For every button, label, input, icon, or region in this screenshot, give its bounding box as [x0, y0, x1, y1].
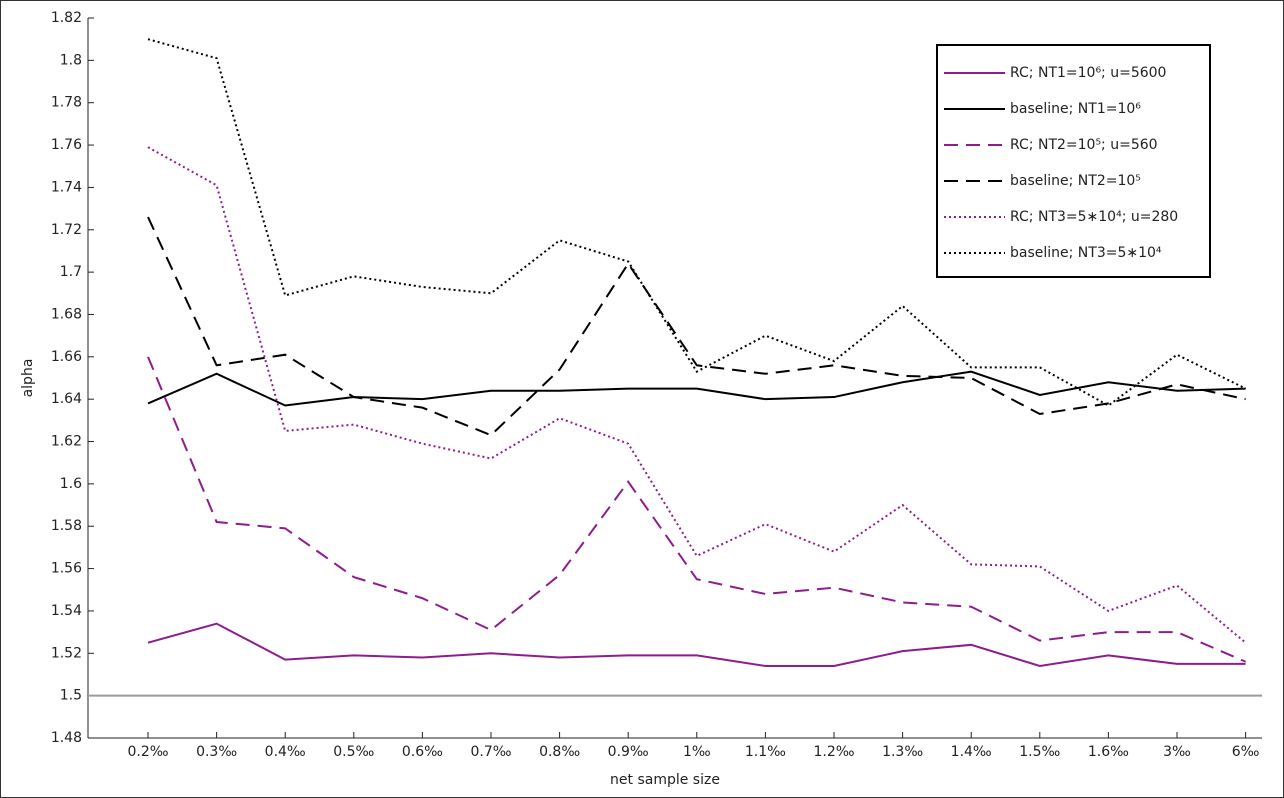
y-tick-label: 1.82	[51, 10, 82, 26]
y-axis-label: alpha	[20, 359, 36, 398]
x-axis-label: net sample size	[610, 772, 720, 788]
y-tick-label: 1.5	[60, 688, 82, 704]
y-tick-label: 1.72	[51, 222, 82, 238]
y-tick-label: 1.58	[51, 518, 82, 534]
y-tick-label: 1.56	[51, 561, 82, 577]
y-tick-label: 1.48	[51, 730, 82, 746]
y-tick-label: 1.78	[51, 95, 82, 111]
legend-label: baseline; NT3=5∗10⁴	[1010, 245, 1162, 261]
legend: RC; NT1=10⁶; u=5600 baseline; NT1=10⁶ RC; …	[936, 44, 1211, 278]
y-tick-label: 1.62	[51, 434, 82, 450]
y-tick-label: 1.52	[51, 645, 82, 661]
y-tick-label: 1.64	[51, 391, 82, 407]
y-tick-label: 1.66	[51, 349, 82, 365]
legend-label: RC; NT3=5∗10⁴; u=280	[1010, 209, 1178, 225]
x-tick-label: 0.3‰	[196, 744, 237, 760]
legend-label: baseline; NT1=10⁶	[1010, 101, 1141, 117]
y-tick-label: 1.74	[51, 179, 82, 195]
x-tick-label: 1‰	[683, 744, 711, 760]
data-line	[147, 38, 1247, 407]
legend-label: RC; NT2=10⁵; u=560	[1010, 137, 1158, 153]
data-line	[147, 370, 1246, 407]
x-tick-label: 1.1‰	[745, 744, 786, 760]
y-tick-label: 1.8	[60, 52, 82, 68]
legend-label: RC; NT1=10⁶; u=5600	[1010, 65, 1166, 81]
y-tick-label: 1.76	[51, 137, 82, 153]
x-tick-label: 0.8‰	[539, 744, 580, 760]
x-tick-label: 0.9‰	[608, 744, 649, 760]
x-tick-label: 1.2‰	[813, 744, 854, 760]
y-tick-label: 1.7	[60, 264, 82, 280]
x-tick-label: 0.2‰	[127, 744, 168, 760]
x-tick-label: 0.5‰	[333, 744, 374, 760]
x-tick-label: 1.5‰	[1019, 744, 1060, 760]
x-tick-label: 0.7‰	[470, 744, 511, 760]
y-tick-label: 1.54	[51, 603, 82, 619]
x-tick-label: 0.6‰	[402, 744, 443, 760]
data-line	[147, 216, 1246, 437]
data-line	[147, 622, 1246, 668]
y-tick-label: 1.68	[51, 306, 82, 322]
legend-box	[936, 44, 1211, 278]
x-tick-label: 1.4‰	[951, 744, 992, 760]
data-line	[147, 356, 1246, 663]
x-tick-label: 0.4‰	[265, 744, 306, 760]
x-tick-label: 1.6‰	[1088, 744, 1129, 760]
x-tick-label: 6‰	[1232, 744, 1260, 760]
y-tick-label: 1.6	[60, 476, 82, 492]
x-tick-label: 1.3‰	[882, 744, 923, 760]
x-tick-label: 3‰	[1163, 744, 1191, 760]
legend-label: baseline; NT2=10⁵	[1010, 173, 1141, 189]
